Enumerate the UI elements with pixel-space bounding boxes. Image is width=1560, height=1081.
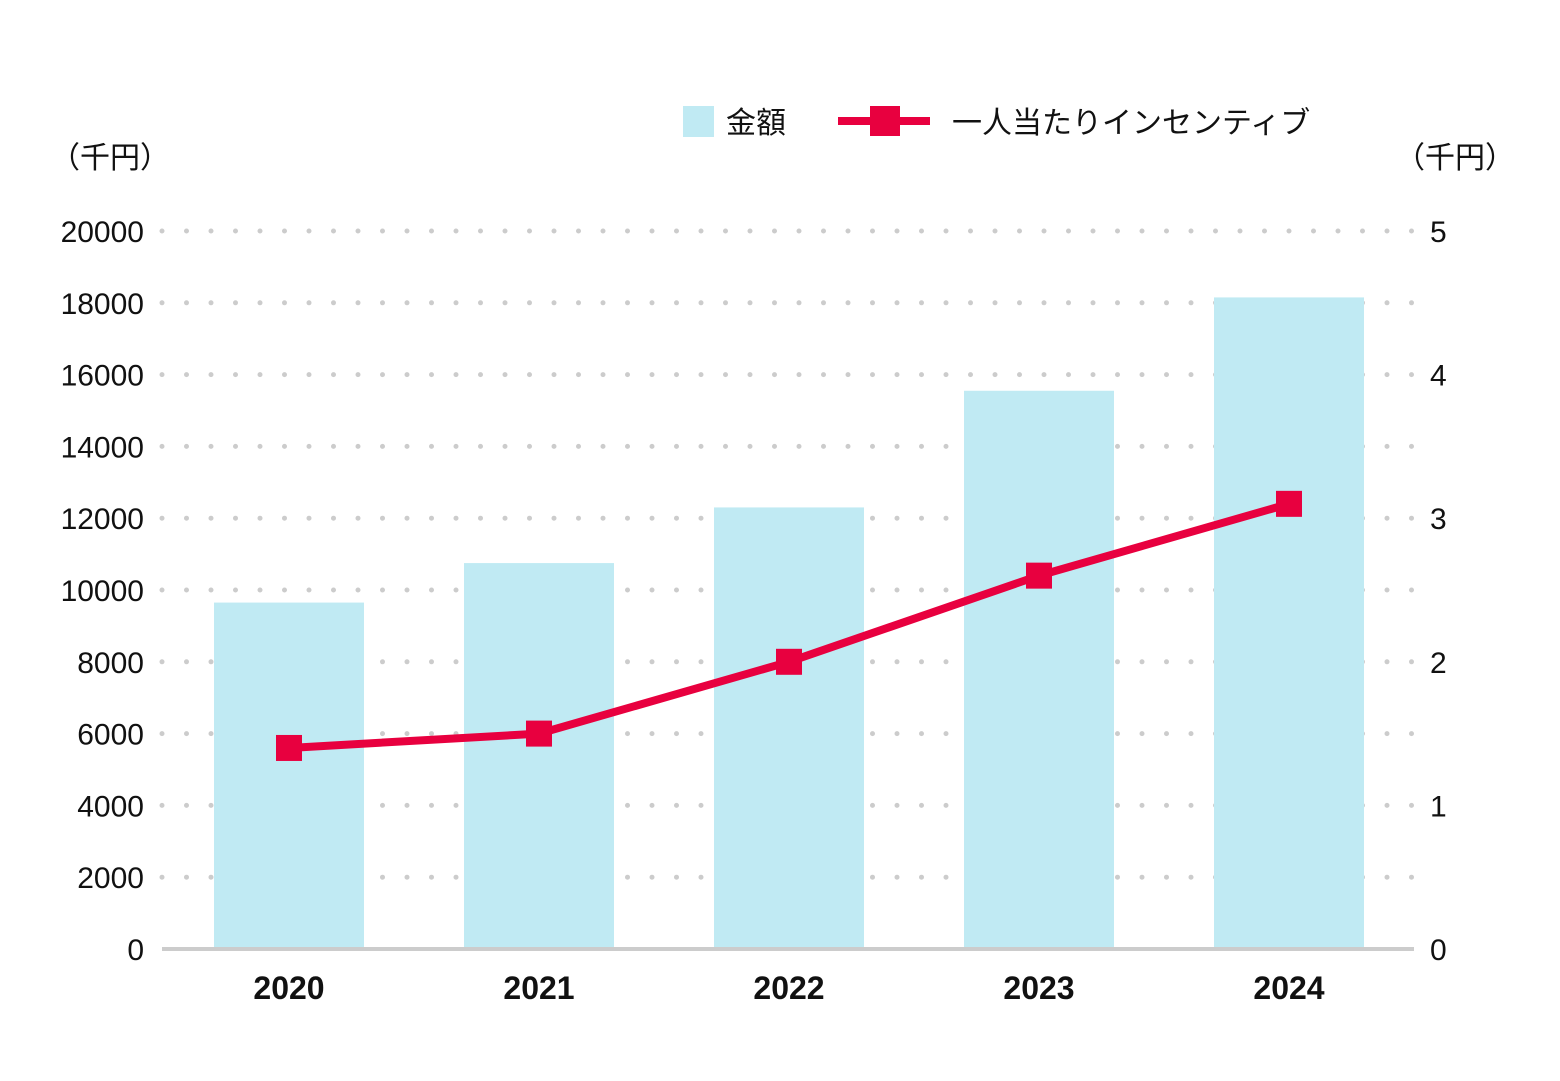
right-tick-label: 5 bbox=[1430, 216, 1447, 249]
left-tick-label: 0 bbox=[127, 934, 144, 967]
bar-2021 bbox=[464, 563, 614, 949]
x-axis-ticks: 2020 2021 2022 2023 2024 bbox=[253, 970, 1324, 1006]
left-axis-ticks: 0 2000 4000 6000 8000 10000 12000 14000 16000 180… bbox=[61, 216, 144, 967]
right-axis-unit: （千円） bbox=[1395, 141, 1515, 176]
line-marker-2023 bbox=[1026, 562, 1052, 589]
line-series bbox=[276, 490, 1302, 761]
x-tick-label: 2022 bbox=[753, 970, 824, 1006]
x-tick-label: 2023 bbox=[1003, 970, 1074, 1006]
x-tick-label: 2021 bbox=[503, 970, 574, 1006]
right-tick-label: 4 bbox=[1430, 360, 1447, 393]
left-tick-label: 8000 bbox=[77, 647, 144, 680]
legend-line-label: 一人当たりインセンティブ bbox=[952, 106, 1310, 141]
line-marker-2020 bbox=[276, 734, 302, 761]
bar-2022 bbox=[714, 507, 864, 949]
legend-bar-label: 金額 bbox=[726, 106, 786, 141]
bar-2020 bbox=[214, 602, 364, 949]
bar-2023 bbox=[964, 390, 1114, 949]
right-axis-ticks: 0 1 2 3 4 5 bbox=[1430, 216, 1447, 967]
left-tick-label: 20000 bbox=[61, 216, 144, 249]
bar-series bbox=[214, 297, 1364, 949]
left-tick-label: 16000 bbox=[61, 360, 144, 393]
left-tick-label: 12000 bbox=[61, 503, 144, 536]
right-tick-label: 0 bbox=[1430, 934, 1447, 967]
left-tick-label: 10000 bbox=[61, 575, 144, 608]
bar-2024 bbox=[1214, 297, 1364, 949]
right-tick-label: 2 bbox=[1430, 647, 1447, 680]
legend-line-marker bbox=[870, 106, 900, 136]
legend-bar-swatch bbox=[683, 106, 714, 137]
line-marker-2022 bbox=[776, 648, 802, 675]
x-tick-label: 2020 bbox=[253, 970, 324, 1006]
right-tick-label: 3 bbox=[1430, 503, 1447, 536]
left-tick-label: 18000 bbox=[61, 288, 144, 321]
line-marker-2024 bbox=[1276, 490, 1302, 517]
right-tick-label: 1 bbox=[1430, 790, 1447, 823]
left-axis-unit: （千円） bbox=[50, 141, 170, 176]
left-tick-label: 14000 bbox=[61, 431, 144, 464]
legend: 金額 一人当たりインセンティブ bbox=[683, 106, 1310, 141]
left-tick-label: 4000 bbox=[77, 790, 144, 823]
line-marker-2021 bbox=[526, 720, 552, 747]
x-tick-label: 2024 bbox=[1253, 970, 1324, 1006]
left-tick-label: 2000 bbox=[77, 862, 144, 895]
left-tick-label: 6000 bbox=[77, 719, 144, 752]
